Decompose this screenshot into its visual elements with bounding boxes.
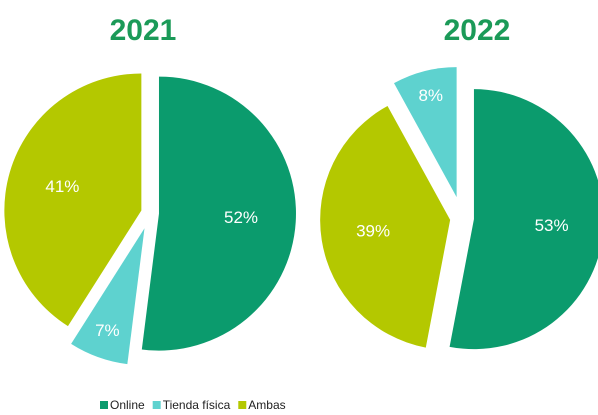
pie-slice <box>320 105 451 348</box>
legend-label: Ambas <box>248 398 285 412</box>
data-label: 41% <box>45 177 79 196</box>
legend-label: Online <box>110 398 145 412</box>
data-label: 7% <box>95 321 120 340</box>
chart-title: 2022 <box>444 14 511 47</box>
data-label: 53% <box>535 216 569 235</box>
pie-slice <box>394 67 457 198</box>
data-label: 52% <box>224 208 258 227</box>
legend-swatch <box>152 401 161 409</box>
chart-title: 2021 <box>110 14 177 47</box>
data-label: 39% <box>356 222 390 241</box>
legend-swatch <box>238 401 247 409</box>
legend-label: Tienda física <box>163 398 231 412</box>
pie-slice <box>71 228 145 365</box>
legend-swatch <box>100 401 108 409</box>
pie-slice <box>449 89 598 350</box>
data-label: 8% <box>418 86 443 105</box>
pie-slice <box>141 76 296 351</box>
pie-slice <box>4 73 142 327</box>
